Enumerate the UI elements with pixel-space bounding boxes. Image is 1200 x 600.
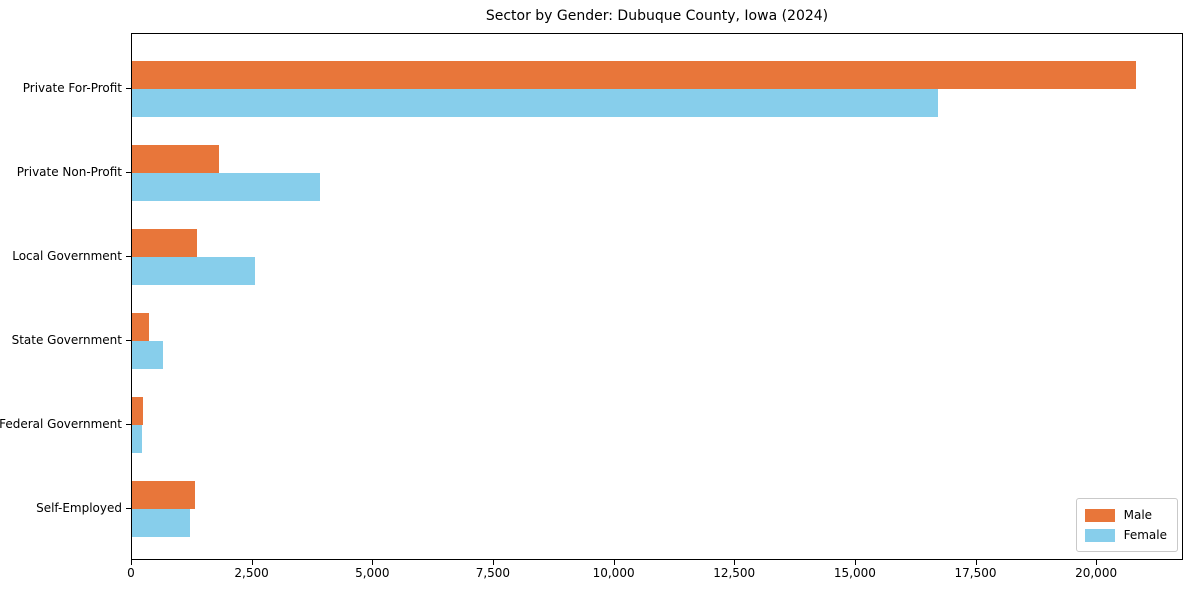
bar-male-1 bbox=[132, 61, 1136, 89]
legend-entry-female: Female bbox=[1084, 525, 1167, 545]
x-tick-label: 5,000 bbox=[355, 566, 390, 580]
x-tick-label: 2,500 bbox=[234, 566, 269, 580]
x-tick-mark bbox=[854, 560, 856, 565]
bar-male-5 bbox=[132, 397, 143, 425]
category-label: Federal Government bbox=[0, 417, 122, 431]
bar-female-2 bbox=[132, 173, 321, 201]
x-tick-label: 20,000 bbox=[1075, 566, 1118, 580]
x-tick-mark bbox=[1096, 560, 1098, 565]
y-tick-mark bbox=[126, 256, 131, 257]
category-label: Private For-Profit bbox=[22, 81, 122, 95]
legend-label-female: Female bbox=[1123, 528, 1167, 542]
y-tick-mark bbox=[126, 508, 131, 509]
category-label: Self-Employed bbox=[36, 501, 122, 515]
bar-female-5 bbox=[132, 425, 142, 453]
bar-male-2 bbox=[132, 145, 219, 173]
x-tick-mark bbox=[372, 560, 374, 565]
y-tick-mark bbox=[126, 340, 131, 341]
bar-female-4 bbox=[132, 341, 164, 369]
x-tick-label: 15,000 bbox=[833, 566, 876, 580]
bar-male-3 bbox=[132, 229, 198, 257]
x-tick-label: 12,500 bbox=[713, 566, 756, 580]
x-tick-label: 7,500 bbox=[475, 566, 511, 580]
y-tick-mark bbox=[126, 172, 131, 173]
x-tick-label: 10,000 bbox=[592, 566, 635, 580]
chart-title: Sector by Gender: Dubuque County, Iowa (… bbox=[485, 8, 829, 24]
bar-male-6 bbox=[132, 481, 195, 509]
y-tick-mark bbox=[126, 424, 131, 425]
x-tick-mark bbox=[613, 560, 615, 565]
category-label: Private Non-Profit bbox=[16, 165, 122, 179]
legend-swatch-female bbox=[1084, 528, 1115, 542]
x-tick-mark bbox=[734, 560, 736, 565]
x-tick-label: 0 bbox=[127, 566, 135, 580]
x-tick-label: 17,500 bbox=[954, 566, 997, 580]
x-tick-mark bbox=[131, 560, 132, 565]
x-tick-mark bbox=[975, 560, 977, 565]
bar-male-4 bbox=[132, 313, 149, 341]
category-label: State Government bbox=[11, 333, 122, 347]
bar-female-6 bbox=[132, 509, 190, 537]
legend: Male Female bbox=[1075, 498, 1178, 552]
bar-female-3 bbox=[132, 257, 256, 285]
x-tick-mark bbox=[251, 560, 253, 565]
x-tick-mark bbox=[492, 560, 494, 565]
plot-area: Male Female bbox=[131, 33, 1183, 560]
bar-female-1 bbox=[132, 89, 938, 117]
category-label: Local Government bbox=[12, 249, 122, 263]
legend-entry-male: Male bbox=[1084, 505, 1167, 525]
legend-swatch-male bbox=[1084, 508, 1115, 522]
legend-label-male: Male bbox=[1123, 508, 1153, 522]
y-tick-mark bbox=[126, 88, 131, 89]
